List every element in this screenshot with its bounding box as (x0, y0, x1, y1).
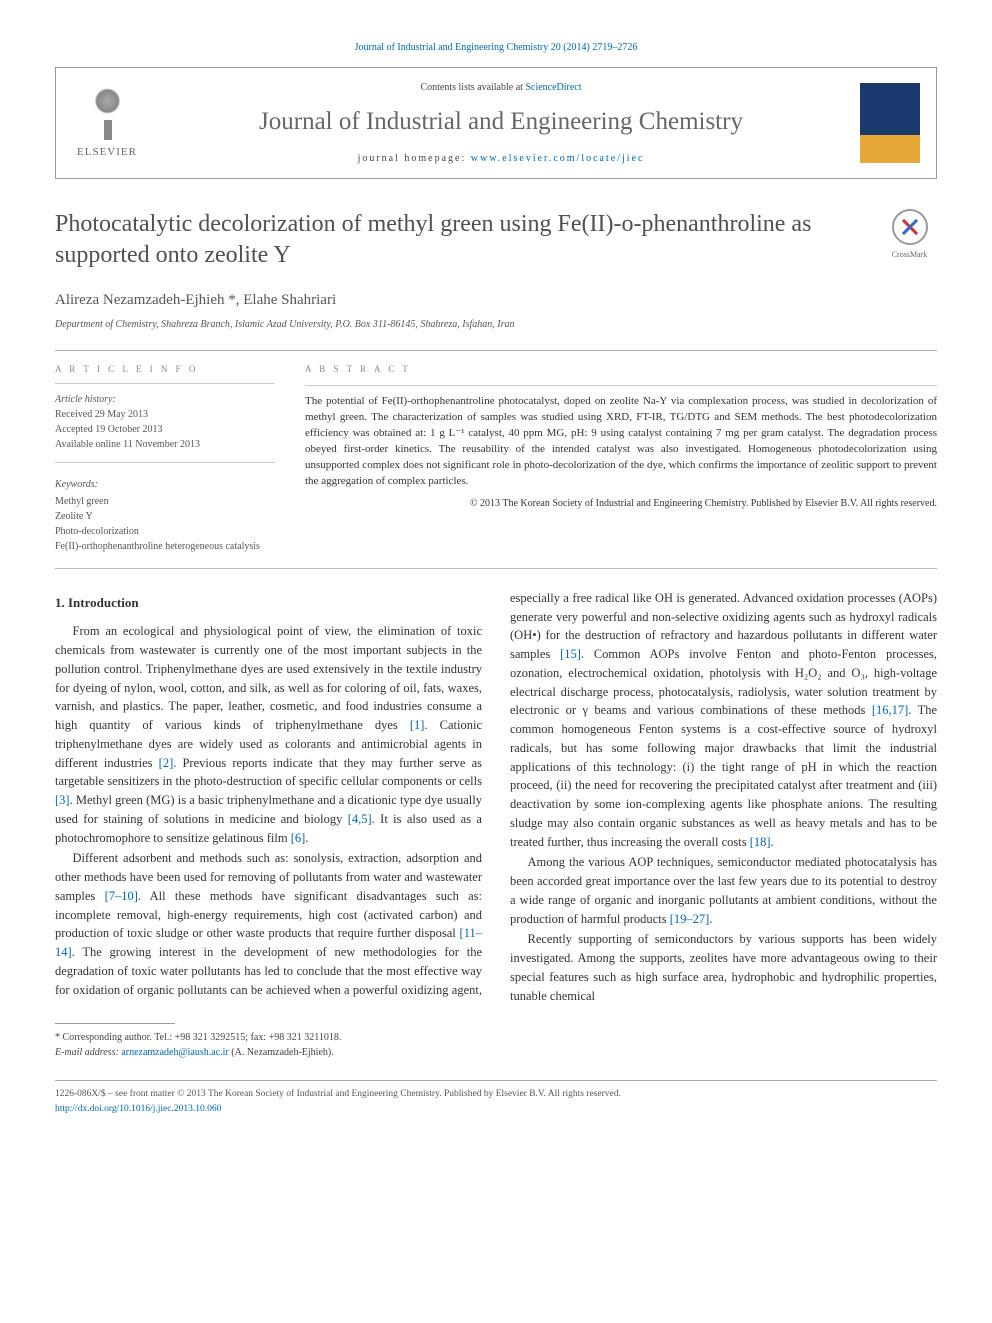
keyword: Photo-decolorization (55, 524, 275, 539)
abstract-copyright: © 2013 The Korean Society of Industrial … (305, 496, 937, 511)
corresponding-footnote: * Corresponding author. Tel.: +98 321 32… (55, 1030, 937, 1060)
paragraph: From an ecological and physiological poi… (55, 622, 482, 847)
abstract-heading: A B S T R A C T (305, 363, 937, 377)
email-suffix: (A. Nezamzadeh-Ejhieh). (229, 1047, 334, 1058)
article-info-heading: A R T I C L E I N F O (55, 363, 275, 377)
homepage-prefix: journal homepage: (358, 153, 471, 164)
article-body: 1. Introduction From an ecological and p… (55, 589, 937, 1006)
page-footer: 1226-086X/$ – see front matter © 2013 Th… (55, 1080, 937, 1116)
divider (305, 385, 937, 386)
online-date: Available online 11 November 2013 (55, 437, 275, 452)
citation-link[interactable]: [19–27] (670, 912, 710, 926)
received-date: Received 29 May 2013 (55, 407, 275, 422)
citation-link[interactable]: [1] (410, 718, 425, 732)
crossmark-badge[interactable]: CrossMark (882, 209, 937, 261)
keyword: Methyl green (55, 494, 275, 509)
divider (55, 350, 937, 351)
citation-link[interactable]: [6] (291, 831, 306, 845)
affiliation: Department of Chemistry, Shahreza Branch… (55, 317, 937, 332)
paragraph: Recently supporting of semiconductors by… (510, 930, 937, 1005)
section-heading: 1. Introduction (55, 593, 482, 613)
elsevier-logo: ELSEVIER (72, 85, 142, 161)
doi-link[interactable]: http://dx.doi.org/10.1016/j.jiec.2013.10… (55, 1104, 221, 1114)
contents-prefix: Contents lists available at (420, 82, 525, 93)
citation-link[interactable]: [2] (159, 756, 174, 770)
footer-copyright: 1226-086X/$ – see front matter © 2013 Th… (55, 1087, 937, 1101)
citation-link[interactable]: [3] (55, 793, 70, 807)
citation-link[interactable]: [15] (560, 647, 581, 661)
keyword: Zeolite Y (55, 509, 275, 524)
journal-header: ELSEVIER Contents lists available at Sci… (55, 67, 937, 179)
history-label: Article history: (55, 392, 275, 407)
accepted-date: Accepted 19 October 2013 (55, 422, 275, 437)
elsevier-tree-icon (80, 85, 135, 140)
crossmark-label: CrossMark (882, 249, 937, 261)
email-label: E-mail address: (55, 1047, 121, 1058)
abstract-text: The potential of Fe(II)-orthophenantroli… (305, 394, 937, 490)
journal-reference: Journal of Industrial and Engineering Ch… (55, 40, 937, 55)
homepage-link[interactable]: www.elsevier.com/locate/jiec (471, 153, 645, 164)
author-names: Alireza Nezamzadeh-Ejhieh *, Elahe Shahr… (55, 292, 336, 308)
keyword: Fe(II)-orthophenanthroline heterogeneous… (55, 539, 275, 554)
corresponding-author: * Corresponding author. Tel.: +98 321 32… (55, 1030, 937, 1045)
elsevier-text: ELSEVIER (77, 144, 137, 161)
abstract-block: A B S T R A C T The potential of Fe(II)-… (305, 363, 937, 554)
sciencedirect-link[interactable]: ScienceDirect (525, 82, 581, 93)
footnote-rule (55, 1023, 175, 1024)
crossmark-icon (892, 209, 928, 245)
paragraph: Among the various AOP techniques, semico… (510, 853, 937, 928)
journal-title: Journal of Industrial and Engineering Ch… (162, 103, 840, 141)
article-title: Photocatalytic decolorization of methyl … (55, 209, 862, 271)
citation-link[interactable]: [16,17] (872, 703, 908, 717)
citation-link[interactable]: [7–10] (105, 889, 138, 903)
citation-link[interactable]: [4,5] (348, 812, 372, 826)
divider (55, 568, 937, 569)
citation-link[interactable]: [18] (750, 835, 771, 849)
authors: Alireza Nezamzadeh-Ejhieh *, Elahe Shahr… (55, 289, 937, 312)
divider (55, 383, 275, 384)
journal-homepage: journal homepage: www.elsevier.com/locat… (162, 151, 840, 166)
email-link[interactable]: arnezamzadeh@iaush.ac.ir (121, 1047, 228, 1058)
article-info-block: A R T I C L E I N F O Article history: R… (55, 363, 275, 554)
keywords-label: Keywords: (55, 477, 275, 492)
journal-cover-icon (860, 83, 920, 163)
contents-available: Contents lists available at ScienceDirec… (162, 80, 840, 95)
